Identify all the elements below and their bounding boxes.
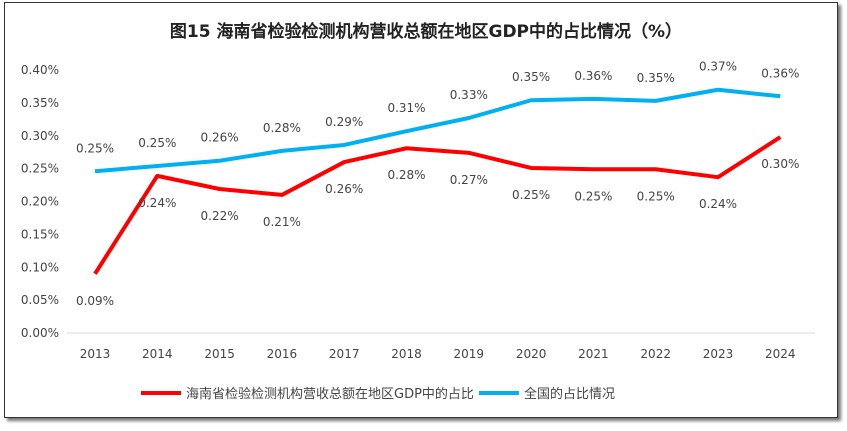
data-label: 0.25% — [138, 136, 176, 150]
data-label: 0.24% — [699, 197, 737, 211]
x-tick-label: 2016 — [267, 347, 298, 361]
x-tick-label: 2019 — [454, 347, 485, 361]
chart-title: 图15 海南省检验检测机构营收总额在地区GDP中的占比情况（%） — [169, 22, 683, 42]
data-label: 0.29% — [325, 115, 363, 129]
y-tick-label: 0.05% — [21, 293, 59, 307]
x-tick-label: 2018 — [391, 347, 422, 361]
y-tick-label: 0.15% — [21, 227, 59, 241]
x-tick-label: 2020 — [516, 347, 547, 361]
data-label: 0.35% — [637, 71, 675, 85]
data-label: 0.09% — [76, 294, 114, 308]
y-tick-label: 0.30% — [21, 129, 59, 143]
x-tick-label: 2013 — [80, 347, 111, 361]
series-line-0 — [93, 135, 782, 275]
legend-label: 全国的占比情况 — [524, 386, 615, 402]
data-label: 0.36% — [761, 66, 799, 80]
data-label: 0.26% — [201, 131, 239, 145]
y-tick-label: 0.20% — [21, 195, 59, 209]
data-label: 0.31% — [387, 101, 425, 115]
data-label: 0.30% — [761, 157, 799, 171]
data-label: 0.25% — [76, 141, 114, 155]
y-tick-label: 0.10% — [21, 260, 59, 274]
chart-frame: 图15 海南省检验检测机构营收总额在地区GDP中的占比情况（%） 0.00% 0.… — [4, 2, 838, 418]
x-tick-label: 2017 — [329, 347, 360, 361]
line-chart: 0.00% 0.05% 0.10% 0.15% 0.20% 0.25% 0.30% 0.35%… — [21, 60, 815, 402]
data-label: 0.33% — [450, 88, 488, 102]
data-label: 0.21% — [263, 215, 301, 229]
y-tick-label: 0.00% — [21, 326, 59, 340]
x-tick-label: 2023 — [703, 347, 734, 361]
x-tick-label: 2015 — [204, 347, 235, 361]
x-tick-label: 2022 — [640, 347, 671, 361]
legend-label: 海南省检验检测机构营收总额在地区GDP中的占比 — [186, 386, 474, 402]
data-label: 0.28% — [387, 168, 425, 182]
data-label: 0.24% — [138, 196, 176, 210]
data-label: 0.27% — [450, 173, 488, 187]
data-label: 0.26% — [325, 182, 363, 196]
y-tick-label: 0.25% — [21, 162, 59, 176]
x-tick-label: 2014 — [142, 347, 173, 361]
data-label: 0.35% — [512, 70, 550, 84]
data-label: 0.22% — [201, 209, 239, 223]
data-label: 0.36% — [574, 69, 612, 83]
y-tick-label: 0.40% — [21, 63, 59, 77]
data-label: 0.28% — [263, 121, 301, 135]
y-tick-label: 0.35% — [21, 96, 59, 110]
data-label: 0.25% — [512, 188, 550, 202]
data-label: 0.37% — [699, 60, 737, 74]
data-label: 0.25% — [574, 189, 612, 203]
x-tick-label: 2021 — [578, 347, 609, 361]
x-tick-label: 2024 — [765, 347, 796, 361]
data-label: 0.25% — [637, 189, 675, 203]
series-line-1 — [94, 87, 781, 174]
